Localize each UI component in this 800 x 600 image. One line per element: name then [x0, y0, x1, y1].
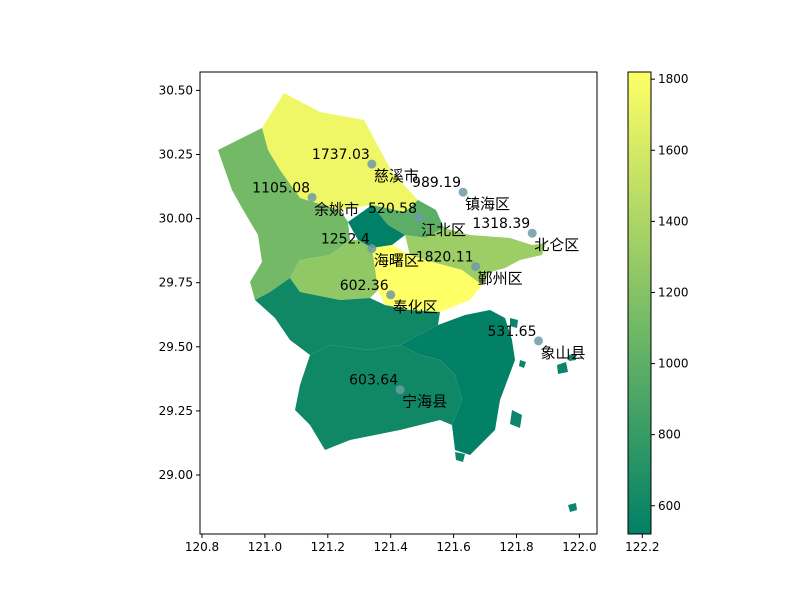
x-tick-label: 121.4 — [374, 540, 408, 554]
colorbar-tick-label: 1600 — [658, 143, 689, 157]
marker-ninghai — [395, 385, 405, 395]
colorbar-tick-label: 1800 — [658, 72, 689, 86]
y-tick-label: 29.75 — [159, 276, 193, 290]
map-regions — [218, 93, 546, 455]
colorbar-tick-label: 1000 — [658, 357, 689, 371]
marker-beilun — [527, 228, 537, 238]
island — [455, 452, 465, 462]
marker-haishu — [367, 244, 377, 254]
region-xiangshan[interactable] — [400, 310, 515, 455]
region-haishu[interactable] — [290, 240, 378, 300]
x-tick-label: 121.8 — [499, 540, 533, 554]
colorbar-tick-label: 1200 — [658, 285, 689, 299]
region-fenghua[interactable] — [255, 278, 440, 355]
marker-cixi — [367, 159, 377, 169]
x-tick-label: 121.6 — [436, 540, 470, 554]
name-label-haishu: 海曙区 — [374, 252, 419, 270]
y-tick-label: 29.00 — [159, 468, 193, 482]
marker-xiangshan — [534, 336, 544, 346]
y-tick-label: 29.50 — [159, 340, 193, 354]
colorbar-tick-label: 800 — [658, 428, 681, 442]
y-tick-label: 29.25 — [159, 404, 193, 418]
island — [519, 360, 526, 368]
y-tick-label: 30.50 — [159, 83, 193, 97]
islands — [455, 318, 577, 512]
x-axis-ticks: 120.8 121.0 121.2 121.4 121.6 121.8 122.0 122.2 — [185, 534, 659, 554]
region-zhenhai[interactable] — [372, 200, 444, 238]
value-label-yuyao: 1105.08 — [252, 180, 310, 196]
x-tick-label: 122.2 — [625, 540, 659, 554]
island — [568, 354, 576, 361]
island — [568, 503, 577, 512]
y-tick-label: 30.25 — [159, 148, 193, 162]
colorbar — [627, 71, 652, 535]
island — [557, 362, 568, 374]
value-label-zhenhai: 989.19 — [412, 175, 461, 191]
centroid-markers — [307, 159, 544, 395]
x-tick-label: 120.8 — [185, 540, 219, 554]
region-ninghai[interactable] — [295, 345, 462, 450]
colorbar-tick-label: 1400 — [658, 214, 689, 228]
marker-jiangbei — [414, 213, 424, 223]
name-label-zhenhai: 镇海区 — [465, 195, 510, 213]
value-label-fenghua: 602.36 — [340, 278, 389, 294]
axes-frame — [199, 71, 598, 535]
name-label-yuyao: 余姚市 — [314, 200, 359, 218]
name-label-jiangbei: 江北区 — [421, 221, 466, 239]
value-label-xiangshan: 531.65 — [488, 324, 537, 340]
x-tick-label: 121.2 — [311, 540, 345, 554]
region-yinzhou[interactable] — [372, 245, 482, 312]
region-cixi[interactable] — [262, 93, 418, 212]
value-label-yinzhou: 1820.11 — [416, 250, 474, 266]
value-label-ninghai: 603.64 — [349, 373, 398, 389]
value-label-jiangbei: 520.58 — [368, 201, 417, 217]
marker-fenghua — [386, 290, 396, 300]
x-tick-label: 122.0 — [562, 540, 596, 554]
x-tick-label: 121.0 — [248, 540, 282, 554]
region-yuyao[interactable] — [218, 128, 350, 300]
name-label-yinzhou: 鄞州区 — [478, 270, 523, 288]
y-tick-label: 30.00 — [159, 212, 193, 226]
marker-yinzhou — [471, 262, 481, 272]
name-label-fenghua: 奉化区 — [393, 298, 438, 316]
colorbar-tick-label: 600 — [658, 499, 681, 513]
name-label-xiangshan: 象山县 — [541, 344, 586, 362]
colorbar-ticks: 600 800 1000 1200 1400 1600 1800 — [651, 72, 689, 513]
region-beilun[interactable] — [405, 228, 546, 285]
value-label-haishu: 1252.4 — [321, 232, 370, 248]
name-label-ninghai: 宁海县 — [402, 393, 447, 411]
marker-zhenhai — [458, 187, 468, 197]
name-label-beilun: 北仑区 — [534, 236, 579, 254]
marker-yuyao — [307, 192, 317, 202]
island — [510, 410, 522, 428]
value-label-beilun: 1318.39 — [472, 216, 530, 232]
island — [510, 318, 518, 328]
region-jiangbei[interactable] — [348, 205, 405, 248]
name-label-cixi: 慈溪市 — [374, 167, 419, 185]
y-axis-ticks: 29.00 29.25 29.50 29.75 30.00 30.25 30.50 — [159, 83, 200, 482]
value-label-cixi: 1737.03 — [312, 147, 370, 163]
